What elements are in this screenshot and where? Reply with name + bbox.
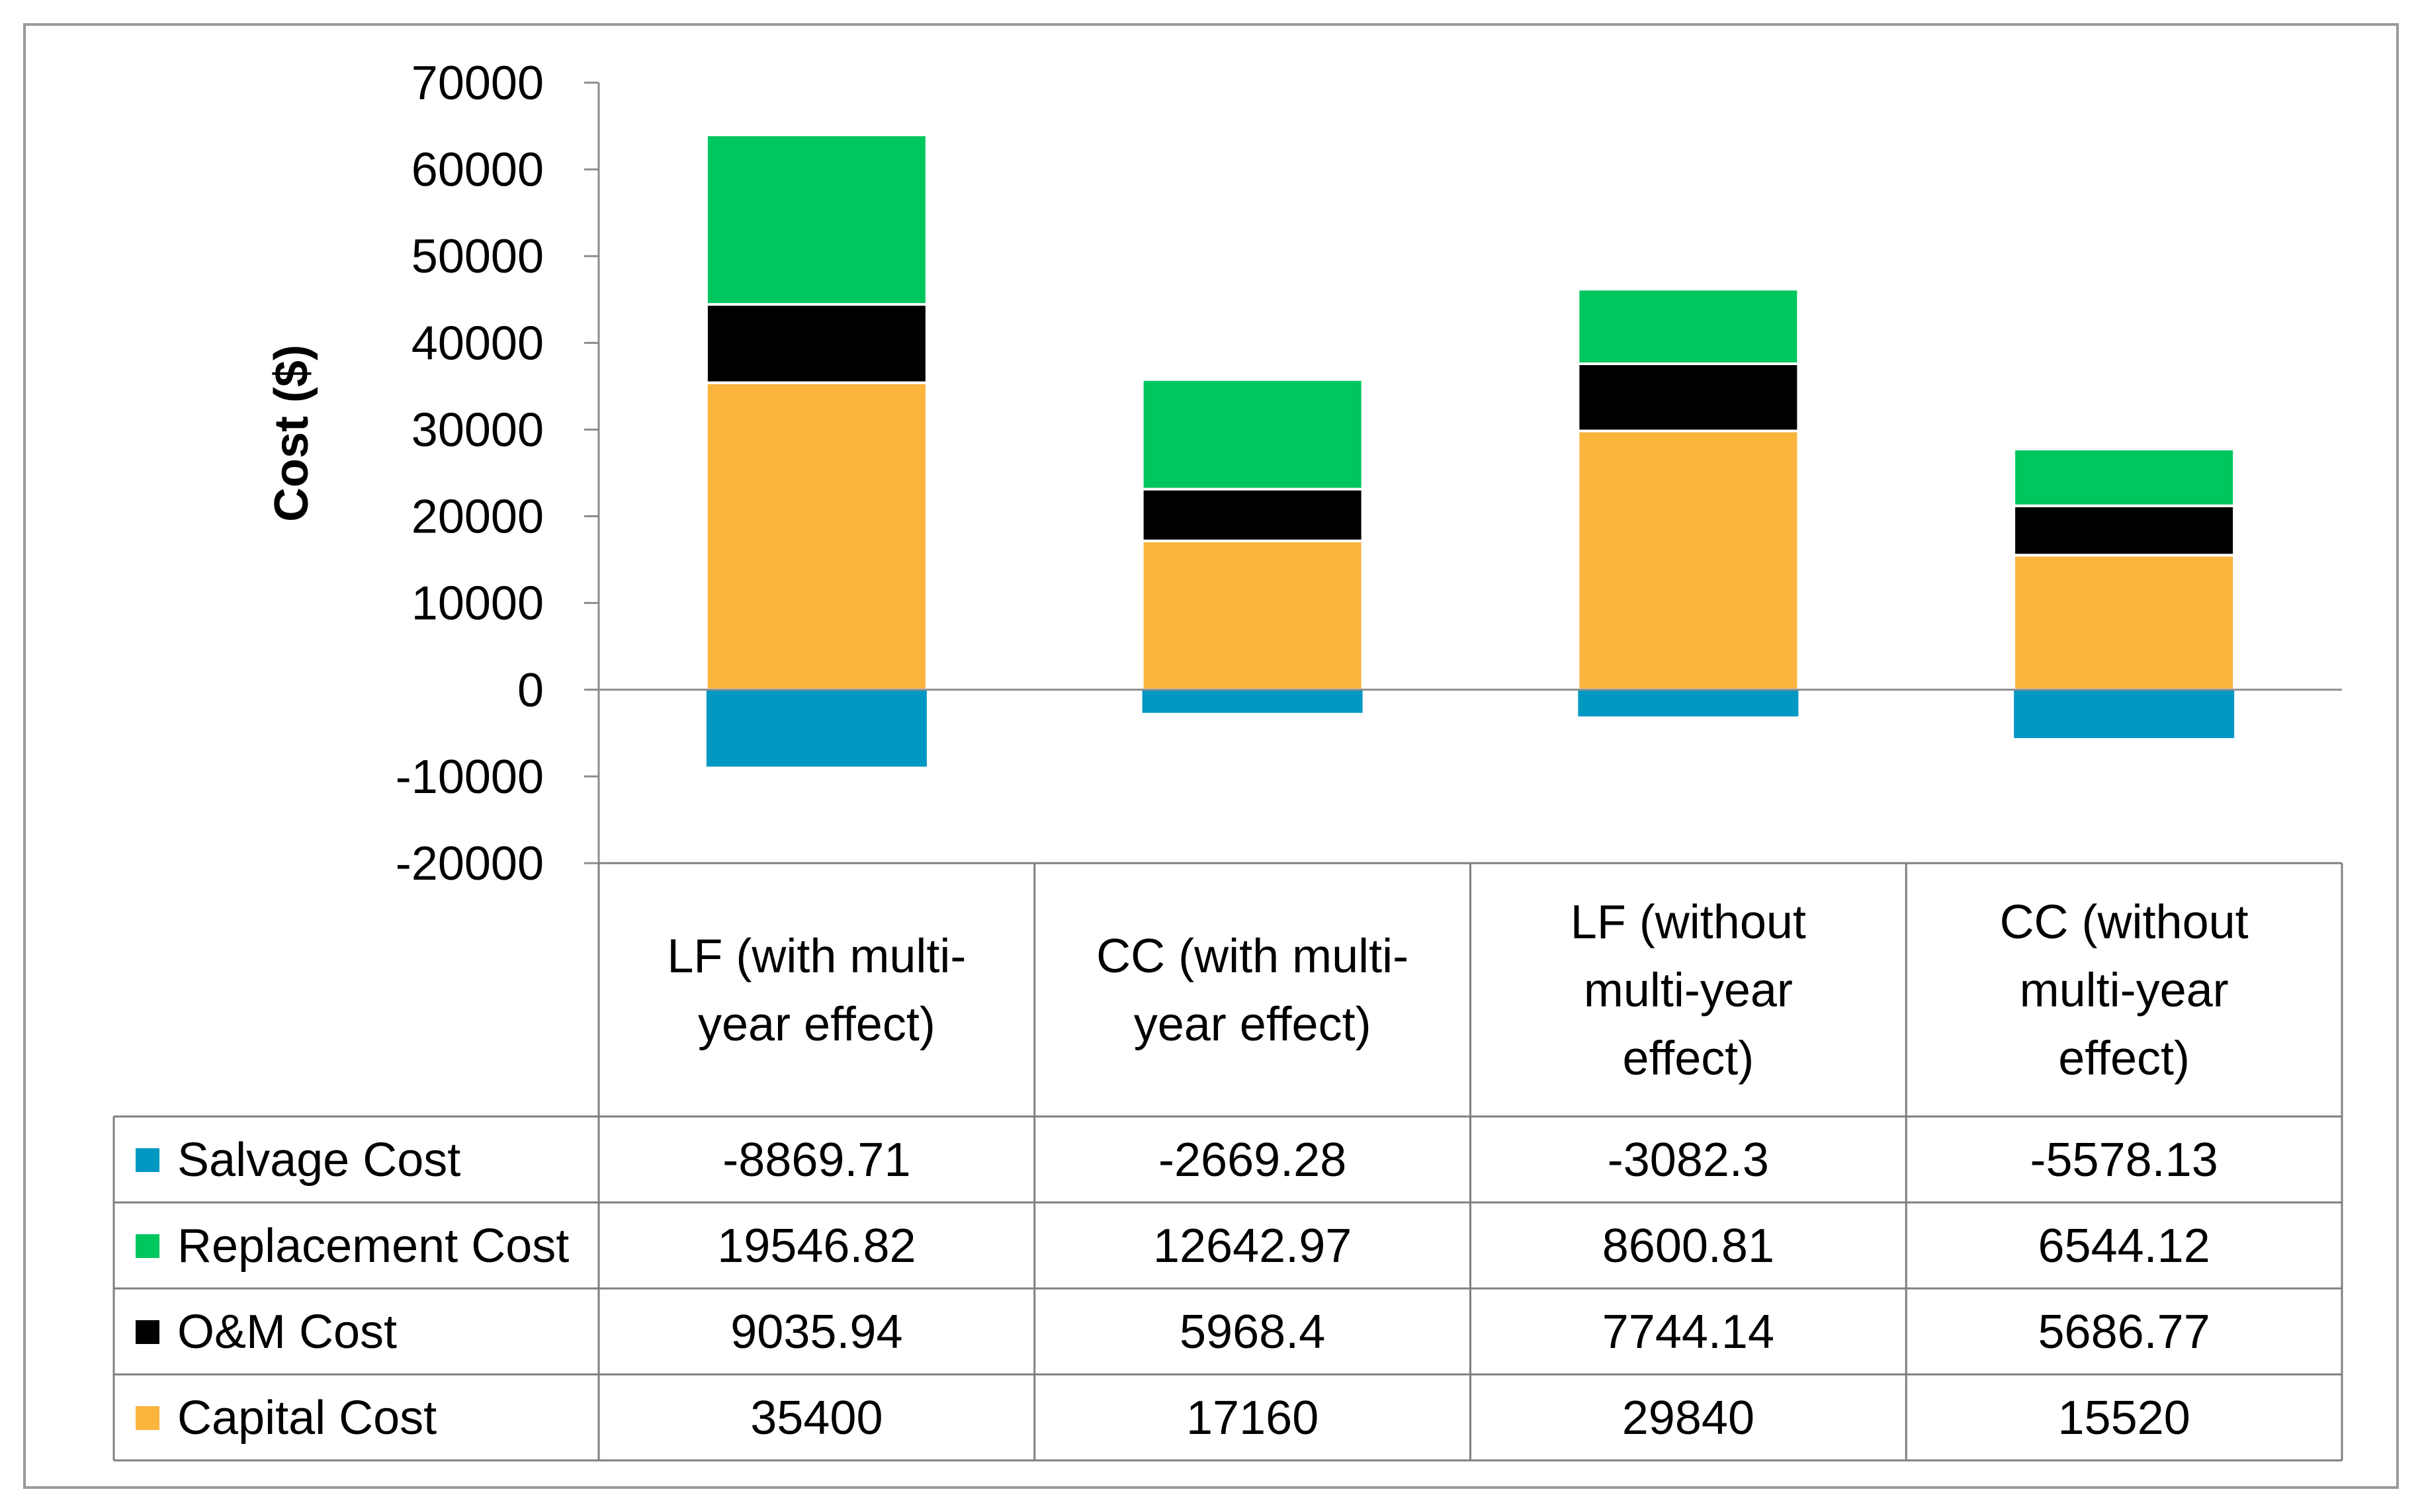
y-tick-label: 0 <box>517 664 544 717</box>
legend-swatch-o-m-cost <box>136 1320 159 1344</box>
y-tick-label: -10000 <box>396 751 544 804</box>
table-cell-value: 9035.94 <box>730 1306 902 1359</box>
legend-label-o-m-cost: O&M Cost <box>177 1306 397 1359</box>
category-label: CC (without <box>2000 896 2249 949</box>
category-label: LF (with multi- <box>667 930 966 983</box>
bar-salvage-cost <box>1578 689 1799 717</box>
data-table: LF (with multi-year effect) CC (with mult… <box>112 862 2343 1462</box>
table-cell-value: 5686.77 <box>2038 1306 2210 1359</box>
bar-salvage-cost <box>706 689 927 767</box>
y-tick-label: 10000 <box>411 577 544 630</box>
legend-swatch-replacement-cost <box>136 1234 159 1258</box>
category-label: year effect) <box>698 998 935 1051</box>
table-cell-value: -5578.13 <box>2030 1134 2218 1187</box>
category-label: CC (with multi- <box>1096 930 1408 983</box>
category-label: effect) <box>1622 1032 1754 1085</box>
table-cell-value: -2669.28 <box>1158 1134 1346 1187</box>
table-cell-value: 8600.81 <box>1602 1220 1774 1273</box>
bar-o-m-cost <box>2012 504 2236 557</box>
y-tick-label: 70000 <box>411 57 544 110</box>
category-label: multi-year <box>2020 964 2229 1017</box>
table-cell-value: 15520 <box>2058 1392 2190 1445</box>
bar-replacement-cost <box>1577 288 1800 366</box>
y-tick-label: 50000 <box>411 230 544 283</box>
category-label: year effect) <box>1134 998 1371 1051</box>
table-cell-value: 6544.12 <box>2038 1220 2210 1273</box>
legend-swatch-salvage-cost <box>136 1148 159 1172</box>
bar-capital-cost <box>705 381 928 691</box>
bar-replacement-cost <box>705 133 928 306</box>
table-cell-value: 12642.97 <box>1153 1220 1352 1273</box>
legend-label-capital-cost: Capital Cost <box>177 1392 437 1445</box>
table-cell-value: -3082.3 <box>1608 1134 1769 1187</box>
category-label: effect) <box>2058 1032 2190 1085</box>
bar-o-m-cost <box>1141 487 1364 542</box>
y-tick-label: -20000 <box>396 837 544 890</box>
table-cell-value: -8869.71 <box>722 1134 910 1187</box>
category-label: LF (without <box>1571 896 1806 949</box>
bar-capital-cost <box>2012 554 2236 691</box>
y-tick-label: 60000 <box>411 144 544 196</box>
legend-label-salvage-cost: Salvage Cost <box>177 1134 460 1187</box>
axes-layer: 70000 60000 50000 40000 30000 20000 10000 0 -100… <box>396 57 2342 890</box>
bar-replacement-cost <box>2012 447 2236 507</box>
y-tick-label: 20000 <box>411 491 544 544</box>
bars-layer <box>705 133 2236 767</box>
legend-label-replacement-cost: Replacement Cost <box>177 1220 569 1273</box>
table-cell-value: 17160 <box>1186 1392 1319 1445</box>
y-tick-label: 40000 <box>411 317 544 370</box>
y-tick-label: 30000 <box>411 403 544 456</box>
bar-replacement-cost <box>1141 378 1364 491</box>
table-cell-value: 19546.82 <box>717 1220 916 1273</box>
bar-capital-cost <box>1577 429 1800 691</box>
bar-capital-cost <box>1141 539 1364 691</box>
chart-frame <box>23 23 2399 1489</box>
category-label: multi-year <box>1584 964 1793 1017</box>
bar-salvage-cost <box>2014 689 2235 738</box>
legend-swatch-capital-cost <box>136 1406 159 1430</box>
bar-o-m-cost <box>705 303 928 384</box>
bar-o-m-cost <box>1577 362 1800 433</box>
table-cell-value: 5968.4 <box>1180 1306 1325 1359</box>
table-cell-value: 29840 <box>1622 1392 1754 1445</box>
y-axis-title: Cost ($) <box>265 345 318 522</box>
table-cell-value: 35400 <box>750 1392 883 1445</box>
table-cell-value: 7744.14 <box>1602 1306 1774 1359</box>
bar-salvage-cost <box>1142 689 1363 713</box>
